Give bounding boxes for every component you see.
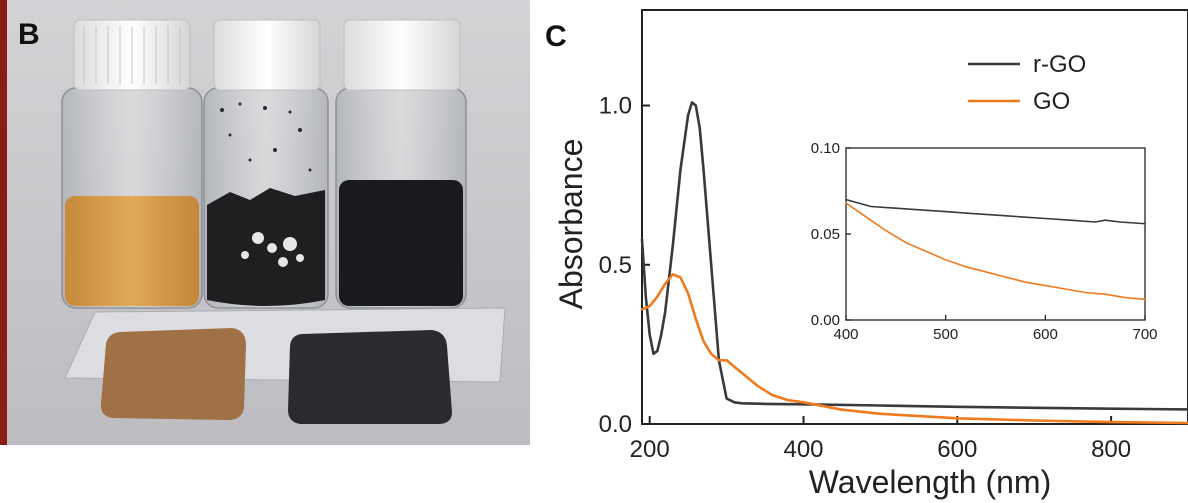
legend-label-go: GO bbox=[1033, 88, 1070, 115]
main-x-tick-label: 200 bbox=[630, 436, 670, 463]
legend-label-rgo: r-GO bbox=[1033, 51, 1086, 78]
main-plot-frame bbox=[641, 9, 1188, 425]
inset-chart: 400 500 600 700 0.00 0.05 0.10 bbox=[811, 140, 1158, 343]
inset-go-line bbox=[845, 202, 1146, 301]
inset-x-tick-label: 600 bbox=[1033, 326, 1058, 343]
go-film bbox=[100, 328, 246, 420]
y-axis-title: Absorbance bbox=[553, 139, 589, 310]
main-x-tick-label: 600 bbox=[937, 436, 977, 463]
vial-rgo-precipitate bbox=[203, 19, 329, 309]
main-y-tick-label: 0.5 bbox=[599, 252, 632, 279]
main-x-tick-label: 800 bbox=[1091, 436, 1131, 463]
main-x-tick-label: 400 bbox=[783, 436, 823, 463]
panel-label-c: C bbox=[545, 20, 567, 53]
main-plot-lines bbox=[640, 101, 1188, 425]
inset-x-tick-label: 400 bbox=[833, 326, 858, 343]
inset-y-tick-label: 0.00 bbox=[811, 312, 840, 329]
main-axes: 200 400 600 800 0.0 0.5 1.0 bbox=[599, 9, 1188, 463]
inset-rgo-line bbox=[845, 198, 1146, 225]
inset-y-tick-label: 0.05 bbox=[811, 226, 840, 243]
panel-label-b: B bbox=[18, 18, 40, 51]
glass-slide bbox=[64, 307, 506, 424]
inset-background bbox=[842, 148, 1147, 323]
edge-strip bbox=[0, 0, 7, 445]
inset-y-tick-label: 0.10 bbox=[811, 140, 840, 157]
inset-x-tick-label: 700 bbox=[1132, 326, 1157, 343]
inset-plot-lines bbox=[845, 198, 1146, 301]
main-go-line bbox=[640, 272, 1188, 425]
main-y-tick-label: 0.0 bbox=[599, 411, 632, 438]
inset-x-tick-label: 500 bbox=[933, 326, 958, 343]
main-rgo-line bbox=[640, 101, 1188, 411]
vials-photo: B bbox=[0, 0, 530, 445]
rgo-film bbox=[288, 330, 452, 424]
vial-rgo-dispersion bbox=[335, 19, 467, 309]
absorbance-chart: C 200 400 600 800 0.0 0.5 1.0 Absorbance Wavel… bbox=[545, 9, 1188, 500]
legend: r-GO GO bbox=[968, 51, 1086, 115]
inset-axes: 400 500 600 700 0.00 0.05 0.10 bbox=[811, 140, 1158, 343]
vial-go bbox=[61, 19, 203, 309]
x-axis-title: Wavelength (nm) bbox=[809, 464, 1051, 500]
main-y-tick-label: 1.0 bbox=[599, 93, 632, 120]
